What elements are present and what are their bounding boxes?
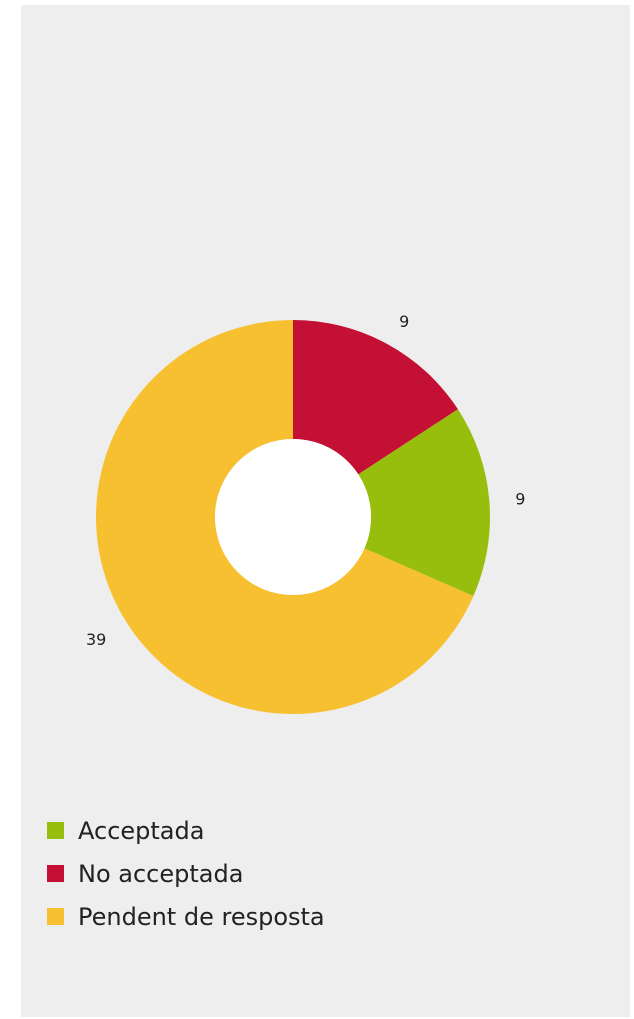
- legend: Acceptada No acceptada Pendent de respos…: [47, 809, 325, 938]
- slice-acceptada: [358, 409, 490, 597]
- legend-item-pendent: Pendent de resposta: [47, 895, 325, 938]
- donut-hole: [215, 439, 371, 595]
- legend-item-acceptada: Acceptada: [47, 809, 325, 852]
- slice-value-label: 39: [86, 630, 106, 649]
- donut-slices: [95, 320, 490, 715]
- slice-value-label: 9: [515, 490, 525, 509]
- slice-labels: 9 9 39: [86, 312, 525, 649]
- slice-value-label: 9: [399, 312, 409, 331]
- slice-no-acceptada: [293, 320, 458, 475]
- legend-label-pendent: Pendent de resposta: [78, 902, 325, 931]
- legend-label-acceptada: Acceptada: [78, 816, 205, 845]
- legend-label-no-acceptada: No acceptada: [78, 859, 244, 888]
- slice-pendent-de-resposta: [95, 320, 474, 715]
- legend-swatch-pendent: [47, 908, 64, 925]
- legend-swatch-no-acceptada: [47, 865, 64, 882]
- legend-item-no-acceptada: No acceptada: [47, 852, 325, 895]
- legend-swatch-acceptada: [47, 822, 64, 839]
